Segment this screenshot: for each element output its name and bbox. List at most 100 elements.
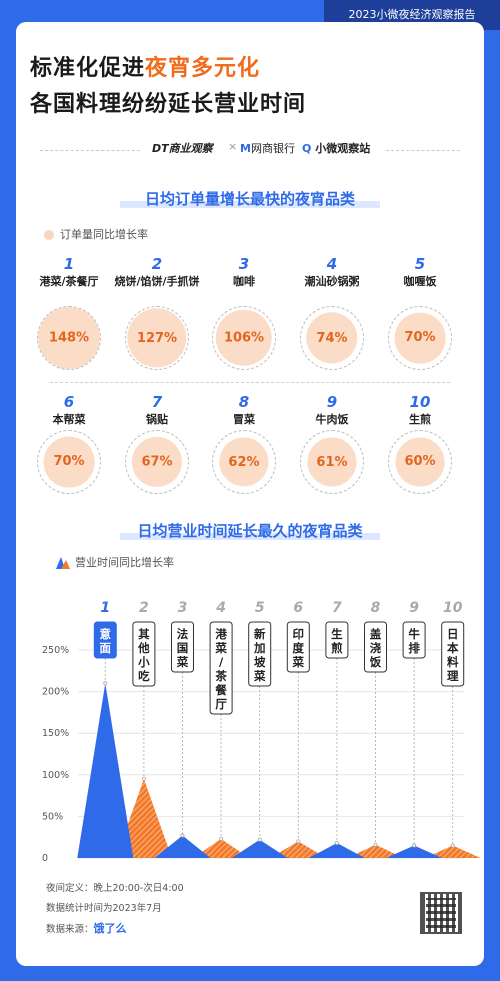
hours-rank: 8 xyxy=(371,600,381,616)
order-rank: 1 xyxy=(63,255,75,273)
y-tick-label: 150% xyxy=(42,728,69,739)
order-growth-value: 106% xyxy=(223,330,265,346)
hours-category-label: 盖浇饭 xyxy=(369,627,382,669)
order-item-10: 10 生煎 60% xyxy=(375,392,465,494)
hours-peak-marker xyxy=(103,681,108,686)
hours-legend: 营业时间同比增长率 xyxy=(56,554,174,570)
hours-peak-marker xyxy=(141,776,146,781)
order-circle-outline: 106% xyxy=(212,306,276,370)
order-circle-outline: 74% xyxy=(300,306,364,370)
hours-legend-text: 营业时间同比增长率 xyxy=(75,556,174,569)
headline-line-2: 各国料理纷纷延长营业时间 xyxy=(30,92,307,117)
hours-category-label: 其他小吃 xyxy=(137,627,150,683)
hours-category-label: 意面 xyxy=(100,627,112,655)
order-circle-outline: 127% xyxy=(125,306,189,370)
footer-definition: 夜间定义：晚上20:00-次日4:00 xyxy=(46,883,184,894)
order-growth-circle: 61% xyxy=(307,437,357,487)
hours-category-label: 日本料理 xyxy=(447,627,459,683)
hours-chart: 0 50% 100% 150% 200% 250% 1 意面 2 其他小吃 3 法国菜 4 港菜/茶餐厅… xyxy=(42,600,481,864)
hours-peak xyxy=(270,841,327,858)
order-category-name: 港菜/茶餐厅 xyxy=(39,275,99,288)
hours-peak xyxy=(77,683,134,858)
order-rank: 9 xyxy=(326,393,338,411)
footer-source-label: 数据来源： xyxy=(46,924,94,935)
order-growth-circle: 67% xyxy=(131,436,183,488)
order-circle-outline: 60% xyxy=(388,430,452,494)
xiaowei-logo: Q 小微观察站 xyxy=(302,142,371,155)
grid-divider xyxy=(50,382,450,383)
hours-title-highlight xyxy=(120,533,380,540)
order-growth-value: 67% xyxy=(141,454,173,470)
order-circle-outline: 61% xyxy=(300,430,364,494)
order-growth-value: 74% xyxy=(316,330,348,346)
dt-logo: DT商业观察 xyxy=(152,142,213,155)
hours-peak-marker xyxy=(296,839,301,844)
partner-logos: DT商业观察 × M网商银行 Q 小微观察站 xyxy=(40,137,460,163)
hours-rank: 6 xyxy=(293,600,303,616)
logo-divider-left xyxy=(40,150,140,151)
order-growth-value: 61% xyxy=(316,454,348,470)
order-growth-circle: 74% xyxy=(306,312,358,364)
order-growth-value: 127% xyxy=(136,330,178,346)
order-rank: 4 xyxy=(326,255,338,273)
hours-peak-marker xyxy=(219,836,224,841)
order-item-9: 9 牛肉饭 61% xyxy=(287,392,377,494)
order-category-name: 冒菜 xyxy=(233,413,255,426)
order-item-2: 2 烧饼/馅饼/手抓饼 127% xyxy=(112,254,202,370)
order-growth-circle: 148% xyxy=(38,307,100,369)
hours-category-label: 生煎 xyxy=(331,627,343,655)
order-category-name: 咖喱饭 xyxy=(403,275,437,288)
hours-rank: 1 xyxy=(100,600,110,616)
orders-legend: 订单量同比增长率 xyxy=(44,226,148,242)
order-rank: 5 xyxy=(414,255,426,273)
order-growth-circle: 127% xyxy=(127,308,187,368)
hours-category-label: 港菜/茶餐厅 xyxy=(214,627,227,711)
mybank-logo-text: 网商银行 xyxy=(250,142,295,155)
logo-separator: × xyxy=(228,140,238,153)
order-item-5: 5 咖喱饭 70% xyxy=(375,254,465,370)
mybank-logo: M网商银行 xyxy=(240,142,295,155)
order-circle-outline: 148% xyxy=(37,306,101,370)
hours-peak xyxy=(308,843,365,858)
order-circle-outline: 67% xyxy=(125,430,189,494)
hours-peak-marker xyxy=(412,843,417,848)
order-category-name: 锅贴 xyxy=(146,413,168,426)
hours-rank: 2 xyxy=(139,600,149,616)
order-category-name: 牛肉饭 xyxy=(315,413,349,426)
orders-legend-dot xyxy=(44,230,54,240)
hours-category-label: 印度菜 xyxy=(292,627,305,669)
order-item-6: 6 本帮菜 70% xyxy=(24,392,114,494)
order-rank: 6 xyxy=(63,393,75,411)
order-growth-value: 60% xyxy=(404,454,436,470)
headline-accent: 夜宵多元化 xyxy=(145,56,261,81)
hours-rank: 10 xyxy=(443,600,463,616)
headline-prefix: 标准化促进 xyxy=(30,56,146,81)
hours-category-label: 新加坡菜 xyxy=(253,627,266,683)
order-category-name: 烧饼/馅饼/手抓饼 xyxy=(114,275,200,288)
hours-peak-marker xyxy=(257,837,262,842)
order-rank: 10 xyxy=(409,393,431,411)
hours-peak xyxy=(386,845,443,858)
order-growth-value: 148% xyxy=(48,330,90,346)
order-growth-value: 62% xyxy=(228,454,260,470)
order-category-name: 咖啡 xyxy=(233,275,255,288)
hours-peak xyxy=(193,838,250,858)
hours-peak-marker xyxy=(450,843,455,848)
order-growth-circle: 62% xyxy=(219,437,269,487)
order-rank: 8 xyxy=(238,393,250,411)
hours-category-box xyxy=(209,621,233,715)
logo-divider-right xyxy=(386,150,460,151)
order-item-3: 3 咖啡 106% xyxy=(199,254,289,370)
hours-category-label: 法国菜 xyxy=(176,627,189,669)
hours-legend-icon xyxy=(56,557,70,569)
hours-rank: 7 xyxy=(332,600,342,616)
hours-peak-marker xyxy=(334,841,339,846)
order-category-name: 本帮菜 xyxy=(52,413,86,426)
hours-peak xyxy=(347,844,404,858)
hours-category-box xyxy=(93,621,117,659)
order-growth-circle: 106% xyxy=(215,309,273,367)
order-growth-value: 70% xyxy=(404,330,436,346)
y-tick-label: 50% xyxy=(42,811,63,822)
y-tick-label: 100% xyxy=(42,770,69,781)
